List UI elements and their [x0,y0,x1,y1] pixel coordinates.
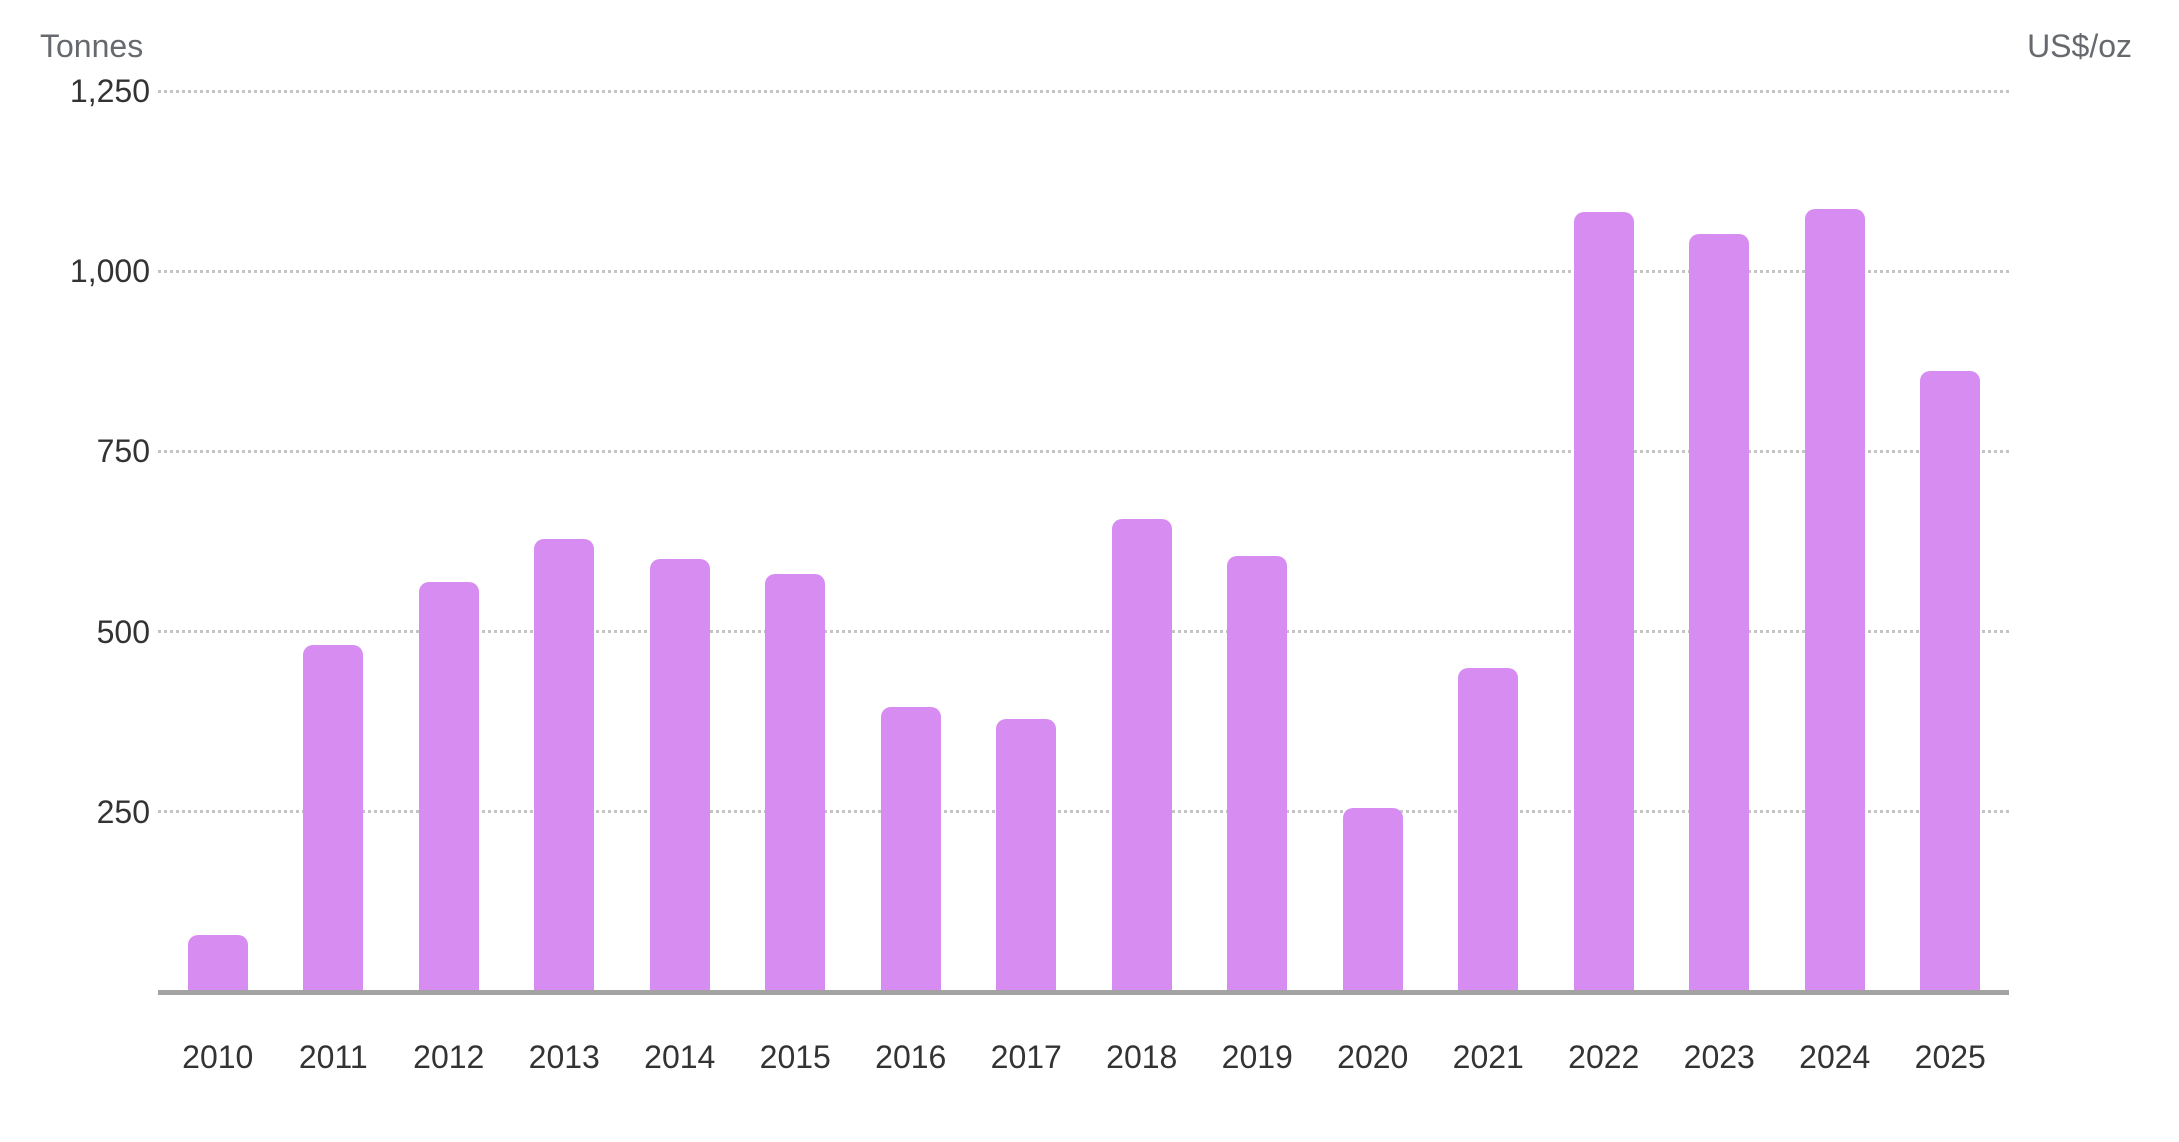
gridline-250 [158,810,2009,814]
x-axis-label-2011: 2011 [298,1039,368,1075]
bar-2019[interactable] [1227,555,1288,992]
x-axis-label-2024: 2024 [1799,1039,1871,1075]
x-axis-label-2019: 2019 [1221,1039,1293,1075]
x-axis-label-2020: 2020 [1337,1039,1409,1075]
y-axis-label-1000: 1,000 [69,253,150,290]
y-axis-label-1250: 1,250 [69,73,150,109]
bar-2013[interactable] [534,538,595,992]
bar-2025[interactable] [1920,370,1981,992]
x-axis-line [158,990,2009,995]
gridline-750 [158,449,2009,453]
right-axis-title: US$/oz [2027,28,2132,64]
gridline-1000 [158,269,2009,273]
bar-2010[interactable] [187,935,248,992]
gridline-1250 [158,89,2009,93]
bar-2011[interactable] [303,645,364,992]
gridline-500 [158,630,2009,634]
x-axis-label-2016: 2016 [875,1039,947,1075]
bar-2015[interactable] [765,573,826,992]
left-axis-title: Tonnes [40,28,144,64]
y-axis-label-750: 750 [96,433,150,470]
bar-2022[interactable] [1573,212,1634,992]
x-axis-label-2018: 2018 [1106,1039,1178,1075]
bar-2012[interactable] [418,581,479,992]
x-axis-label-2010: 2010 [182,1039,254,1075]
bar-2024[interactable] [1804,209,1865,992]
y-axis-label-250: 250 [96,793,150,830]
x-axis-label-2021: 2021 [1452,1039,1524,1075]
x-axis-label-2025: 2025 [1914,1039,1986,1075]
x-axis-label-2015: 2015 [759,1039,831,1075]
bar-2020[interactable] [1342,808,1403,992]
x-axis-label-2012: 2012 [413,1039,485,1075]
x-axis-label-2022: 2022 [1568,1039,1640,1075]
bar-2014[interactable] [649,558,710,992]
bar-2021[interactable] [1458,667,1519,992]
y-axis-label-500: 500 [96,613,150,650]
x-axis-label-2014: 2014 [644,1039,716,1075]
bar-2018[interactable] [1111,519,1172,992]
bar-2017[interactable] [996,718,1057,992]
bar-2023[interactable] [1689,234,1750,992]
x-axis-label-2017: 2017 [990,1039,1062,1075]
x-axis-label-2023: 2023 [1683,1039,1755,1075]
bar-2016[interactable] [880,707,941,992]
x-axis-label-2013: 2013 [528,1039,600,1075]
